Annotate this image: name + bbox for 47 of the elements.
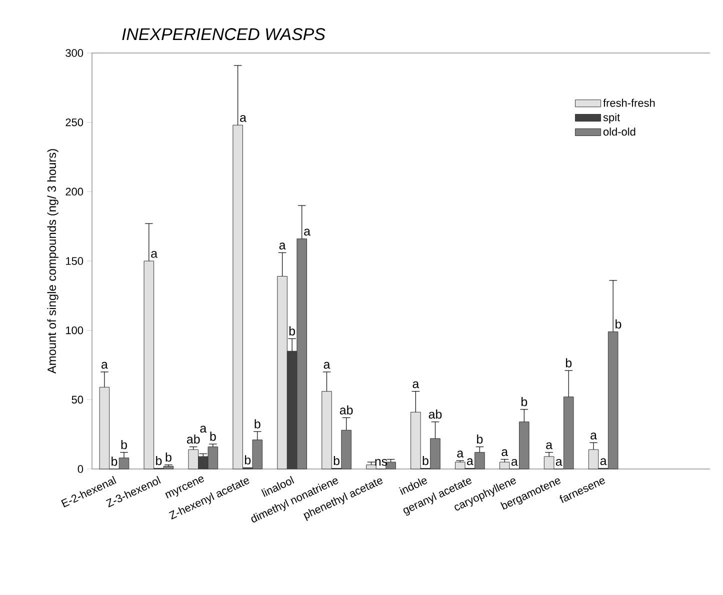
y-tick-label: 50 <box>72 396 84 404</box>
y-tick-label: 250 <box>66 118 84 126</box>
y-tick-label: 0 <box>78 465 84 473</box>
data-label: a <box>466 458 474 466</box>
x-tick-label: indole <box>399 478 428 495</box>
data-label: b <box>121 440 127 450</box>
legend-label: old-old <box>603 128 636 136</box>
data-label: a <box>200 426 207 433</box>
data-label: b <box>422 456 428 466</box>
data-label: b <box>244 455 251 464</box>
data-label: a <box>556 458 562 466</box>
data-label: a <box>412 381 420 388</box>
data-label: a <box>151 250 158 258</box>
data-label: b <box>521 397 528 406</box>
data-label: a <box>511 458 518 466</box>
data-label: b <box>477 434 483 444</box>
data-label: b <box>112 456 118 466</box>
data-label: b <box>334 456 340 466</box>
data-label: b <box>616 319 622 329</box>
data-label: a <box>502 449 508 456</box>
data-label: a <box>590 432 597 440</box>
data-label: a <box>304 228 310 236</box>
data-label: b <box>156 456 162 466</box>
data-label: ab <box>428 410 442 419</box>
data-label: b <box>566 358 572 368</box>
data-label: b <box>254 419 260 428</box>
data-label: b <box>210 432 216 441</box>
data-label: a <box>240 115 246 122</box>
data-label: b <box>289 326 296 336</box>
data-label: a <box>102 362 108 369</box>
data-label: a <box>279 242 286 250</box>
data-label: a <box>324 362 330 369</box>
data-label: a <box>457 450 464 458</box>
y-tick-label: 150 <box>66 257 84 265</box>
chart-title: INEXPERIENCED WASPS <box>122 28 326 40</box>
data-label: a <box>600 458 607 466</box>
data-label: a <box>546 442 553 450</box>
legend-label: spit <box>603 113 620 124</box>
data-label: ab <box>340 405 353 414</box>
y-tick-label: 300 <box>66 49 84 57</box>
y-tick-label: 100 <box>66 326 84 334</box>
data-label: ns <box>375 458 388 466</box>
data-label: b <box>166 452 172 462</box>
legend-label: fresh-fresh <box>603 98 655 107</box>
data-label: ab <box>186 434 200 444</box>
y-tick-label: 200 <box>66 188 84 196</box>
y-axis-title: Amount of single compounds (ng/ 3 hours) <box>47 149 58 374</box>
